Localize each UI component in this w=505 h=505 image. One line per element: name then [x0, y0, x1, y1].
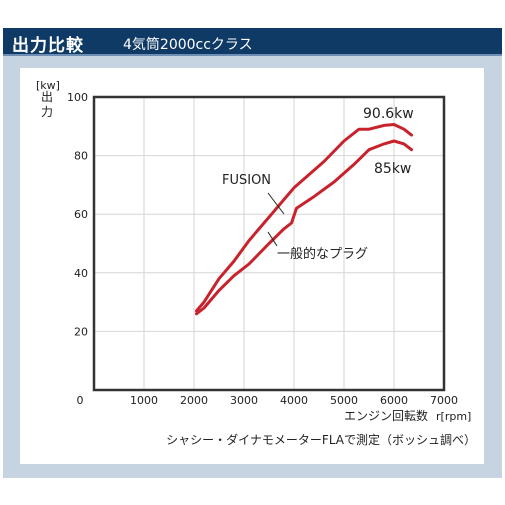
- x-tick-label-7000: 7000: [430, 394, 458, 407]
- series-line-standard: [195, 139, 413, 316]
- standard-callout-line: [267, 231, 278, 247]
- y-tick-label-20: 20: [74, 325, 88, 338]
- header-subtitle: 4気筒2000ccクラス: [123, 37, 253, 53]
- x-tick-label-2000: 2000: [180, 394, 208, 407]
- series-label-standard: 一般的なプラグ: [277, 246, 368, 262]
- series-lines: [195, 123, 413, 316]
- y-axis-label: 出力: [41, 90, 53, 119]
- y-tick-label-100: 100: [67, 91, 88, 104]
- series-label-fusion: FUSION: [222, 173, 271, 188]
- x-tick-label-4000: 4000: [280, 394, 308, 407]
- x-tick-label-0: 0: [77, 394, 84, 407]
- grid-lines: [94, 97, 444, 390]
- y-tick-label-60: 60: [74, 208, 88, 221]
- x-axis-label: エンジン回転数: [344, 408, 428, 423]
- y-tick-labels: 20 40 60 80 100: [67, 91, 88, 338]
- x-tick-labels: 0 1000 2000 3000 4000 5000 6000 7000: [77, 394, 459, 407]
- x-tick-label-1000: 1000: [130, 394, 158, 407]
- plot-border: [92, 95, 446, 392]
- y-unit-label: [kw]: [36, 79, 60, 92]
- series-line-fusion: [195, 123, 413, 313]
- chart-caption: シャシー・ダイナモメーターFLAで測定（ボッシュ調べ）: [166, 432, 476, 447]
- x-unit-label: r[rpm]: [436, 410, 471, 423]
- fusion-callout-line: [267, 192, 285, 215]
- x-tick-label-6000: 6000: [380, 394, 408, 407]
- peak-label-standard: 85kw: [374, 161, 411, 177]
- chart-panel: [20, 68, 484, 464]
- header-bar: 出力比較 4気筒2000ccクラス: [3, 28, 502, 56]
- x-tick-label-5000: 5000: [330, 394, 358, 407]
- y-tick-label-80: 80: [74, 150, 88, 163]
- header-title: 出力比較: [12, 36, 84, 56]
- y-tick-label-40: 40: [74, 267, 88, 280]
- peak-label-fusion: 90.6kw: [363, 106, 414, 122]
- x-tick-label-3000: 3000: [230, 394, 258, 407]
